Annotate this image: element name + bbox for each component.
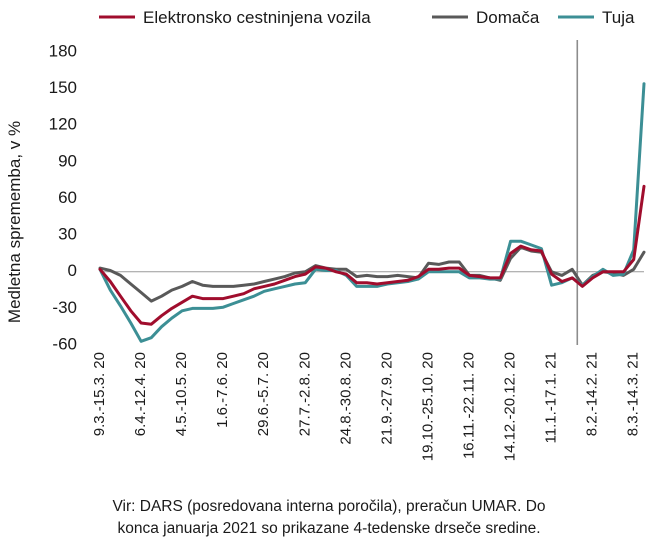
y-tick-label: 90 xyxy=(58,151,77,170)
series-line-elektronsko xyxy=(98,184,646,326)
y-tick-label: -60 xyxy=(52,334,77,353)
legend: Elektronsko cestninjena vozila Domača Tuja xyxy=(99,8,635,27)
y-axis-label-group: Medletna sprememba, v % xyxy=(5,121,24,323)
y-axis-label: Medletna sprememba, v % xyxy=(5,121,24,323)
series-line-domaca xyxy=(98,245,646,303)
source-note-line-1: Vir: DARS (posredovana interna poročila)… xyxy=(112,498,546,515)
x-tick-label: 21.9.-27.9. 20 xyxy=(378,352,395,445)
y-tick-label: 30 xyxy=(58,225,77,244)
x-tick-label: 9.3.-15.3. 20 xyxy=(91,352,108,436)
legend-label: Tuja xyxy=(602,8,635,27)
x-axis-ticks: 9.3.-15.3. 20 6.4.-12.4. 20 4.5.-10.5. 20 1… xyxy=(91,352,642,461)
x-tick-label: 8.3.-14.3. 21 xyxy=(625,352,642,436)
source-note: Vir: DARS (posredovana interna poročila)… xyxy=(0,496,658,540)
x-tick-label: 19.10.-25.10. 20 xyxy=(419,352,436,461)
x-tick-label: 11.1.-17.1. 21 xyxy=(543,352,560,443)
x-tick-label: 14.12.-20.12. 20 xyxy=(502,352,519,461)
x-tick-label: 1.6.-7.6. 20 xyxy=(214,352,231,428)
x-tick-label: 8.2.-14.2. 21 xyxy=(584,352,601,436)
legend-label: Domača xyxy=(476,8,540,27)
line-chart: Elektronsko cestninjena vozila Domača Tuja… xyxy=(5,8,646,461)
x-tick-label: 16.11.-22.11. 20 xyxy=(460,352,477,459)
series-line-tuja xyxy=(98,82,646,343)
x-tick-label: 29.6.-5.7. 20 xyxy=(255,352,272,436)
y-tick-label: 120 xyxy=(49,115,77,134)
legend-label: Elektronsko cestninjena vozila xyxy=(143,8,371,27)
y-tick-label: -30 xyxy=(52,298,77,317)
y-tick-label: 180 xyxy=(49,41,77,60)
y-tick-label: 0 xyxy=(68,261,77,280)
plot-area xyxy=(98,40,646,345)
y-tick-label: 60 xyxy=(58,188,77,207)
y-axis-ticks: -60 -30 0 30 60 90 120 150 180 xyxy=(49,41,77,353)
x-tick-label: 4.5.-10.5. 20 xyxy=(173,352,190,436)
x-tick-label: 27.7.-2.8. 20 xyxy=(296,352,313,436)
x-tick-label: 6.4.-12.4. 20 xyxy=(132,352,149,436)
y-tick-label: 150 xyxy=(49,78,77,97)
x-tick-label: 24.8.-30.8. 20 xyxy=(337,352,354,445)
source-note-line-2: konca januarja 2021 so prikazane 4-teden… xyxy=(117,520,541,537)
